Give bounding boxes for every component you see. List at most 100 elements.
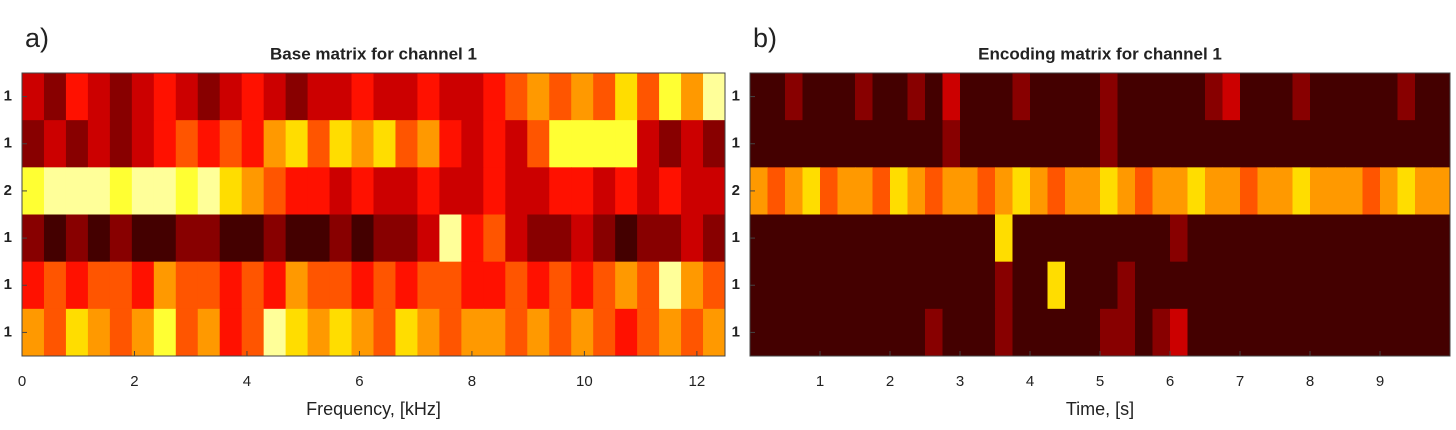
heatmap-cell: [329, 167, 353, 215]
heatmap-cell: [1117, 120, 1136, 168]
heatmap-cell: [855, 73, 873, 121]
heatmap-cell: [263, 214, 287, 263]
heatmap-cell: [1240, 167, 1258, 215]
heatmap-cell: [1380, 120, 1398, 168]
heatmap-cell: [837, 120, 856, 168]
heatmap-cell: [1030, 73, 1048, 121]
heatmap-cell: [1012, 73, 1031, 121]
heatmap-cell: [197, 167, 221, 215]
heatmap-cell: [373, 214, 396, 263]
heatmap-cell: [1292, 120, 1311, 168]
heatmap-cell: [1065, 120, 1083, 168]
heatmap-cell: [1082, 261, 1101, 310]
heatmap-cell: [1012, 308, 1031, 357]
heatmap-cell: [65, 120, 89, 168]
heatmap-cell: [1292, 167, 1311, 215]
heatmap-cell: [395, 308, 418, 357]
heatmap-cell: [1240, 261, 1258, 310]
heatmap-cell: [373, 167, 396, 215]
heatmap-cell: [995, 214, 1013, 263]
heatmap-cell: [1222, 167, 1241, 215]
heatmap-cell: [175, 167, 199, 215]
heatmap-cell: [872, 261, 891, 310]
heatmap-cell: [925, 261, 943, 310]
heatmap-cell: [820, 261, 838, 310]
x-tick-label: 6: [355, 373, 363, 390]
heatmap-cell: [1222, 308, 1241, 357]
heatmap-cell: [307, 120, 331, 168]
heatmap-cell: [109, 73, 133, 121]
plot-frame: [21, 72, 726, 357]
heatmap-cell: [681, 308, 704, 357]
heatmap-cell: [307, 167, 331, 215]
heatmap-cell: [87, 120, 111, 168]
heatmap-cell: [65, 308, 89, 357]
heatmap-cell: [820, 214, 838, 263]
heatmap-cell: [802, 167, 821, 215]
heatmap-cell: [977, 73, 996, 121]
heatmap-cell: [820, 73, 838, 121]
y-tick-label: 2: [732, 182, 740, 199]
heatmap-cell: [855, 120, 873, 168]
heatmap-cell: [942, 73, 961, 121]
heatmap-cell: [263, 167, 287, 215]
heatmap-cell: [351, 308, 374, 357]
heatmap-cell: [1117, 214, 1136, 263]
heatmap-cell: [1257, 308, 1276, 357]
heatmap-cell: [1257, 167, 1276, 215]
heatmap-cell: [131, 73, 155, 121]
heatmap-cell: [1327, 261, 1346, 310]
heatmap-cell: [417, 261, 440, 310]
y-tick-label: 1: [4, 88, 12, 105]
heatmap-cell: [942, 167, 961, 215]
heatmap-cell: [820, 120, 838, 168]
heatmap-cell: [1415, 167, 1433, 215]
heatmap-cell: [527, 73, 550, 121]
heatmap-cell: [1205, 308, 1223, 357]
y-tick-label: 1: [732, 276, 740, 293]
heatmap-cell: [43, 167, 67, 215]
heatmap-cell: [1257, 214, 1276, 263]
x-tick-label: 12: [689, 373, 706, 390]
heatmap-cell: [307, 73, 331, 121]
heatmap-cell: [802, 120, 821, 168]
heatmap-cell: [925, 73, 943, 121]
heatmap-cell: [785, 261, 803, 310]
heatmap-cell: [750, 308, 768, 357]
heatmap-cell: [395, 261, 418, 310]
heatmap-cell: [527, 214, 550, 263]
heatmap-cell: [1432, 308, 1451, 357]
heatmap-cell: [890, 308, 908, 357]
heatmap-cell: [1432, 261, 1451, 310]
heatmap-cell: [960, 167, 978, 215]
heatmap-cell: [1187, 167, 1206, 215]
heatmap-cell: [1275, 214, 1293, 263]
heatmap-cell: [241, 73, 265, 121]
heatmap-cell: [615, 214, 638, 263]
heatmap-cell: [977, 261, 996, 310]
heatmap-cell: [439, 73, 462, 121]
heatmap-cell: [439, 308, 462, 357]
heatmap-cell: [1310, 73, 1328, 121]
heatmap-cell: [549, 120, 572, 168]
heatmap-cell: [907, 308, 926, 357]
heatmap-cell: [750, 214, 768, 263]
heatmap-cell: [1100, 214, 1118, 263]
heatmap-cell: [483, 308, 506, 357]
heatmap-cell: [925, 308, 943, 357]
heatmap-cell: [43, 261, 67, 310]
heatmap-cell: [703, 120, 726, 168]
heatmap-cell: [219, 261, 243, 310]
heatmap-cell: [837, 73, 856, 121]
heatmap-cell: [1117, 261, 1136, 310]
heatmap-cell: [1415, 261, 1433, 310]
heatmap-cell: [1170, 73, 1188, 121]
y-tick-label: 1: [732, 323, 740, 340]
heatmap-cell: [960, 120, 978, 168]
heatmap-cell: [681, 120, 704, 168]
heatmap-cell: [637, 120, 660, 168]
heatmap-cell: [153, 167, 177, 215]
heatmap-cell: [907, 261, 926, 310]
heatmap-cell: [263, 73, 287, 121]
